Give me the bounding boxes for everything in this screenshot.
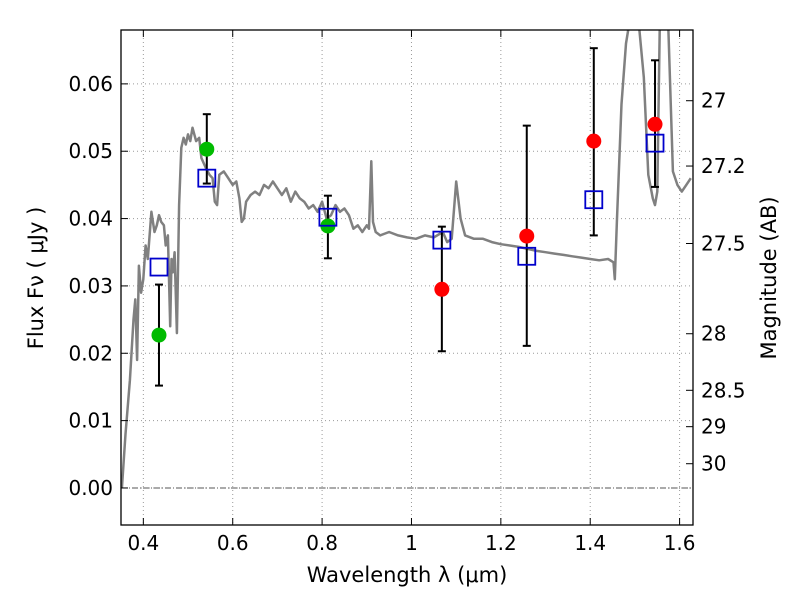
right-tick-label: 27.2 xyxy=(701,154,746,178)
y-tick-label: 0.01 xyxy=(68,409,113,433)
red-data-point xyxy=(586,133,602,149)
red-data-point xyxy=(647,116,663,132)
plot-frame xyxy=(120,29,694,526)
grid-lines xyxy=(121,30,693,525)
right-tick-label: 27 xyxy=(701,89,726,113)
x-tick-label: 1.2 xyxy=(485,531,517,555)
y-tick-label: 0.00 xyxy=(68,476,113,500)
model-photometry-square xyxy=(517,246,537,266)
right-tick-label: 27.5 xyxy=(701,231,746,255)
x-tick-label: 1 xyxy=(405,531,418,555)
model-photometry-square xyxy=(149,257,169,277)
plot-background xyxy=(121,30,693,525)
plot-area xyxy=(121,30,692,489)
y-axis-ticks: 0.00 0.01 0.02 0.03 0.04 0.05 0.06 xyxy=(68,72,128,500)
x-tick-label: 0.8 xyxy=(306,531,338,555)
x-tick-label: 0.6 xyxy=(217,531,249,555)
model-photometry-square xyxy=(197,168,217,188)
red-data-point xyxy=(519,228,535,244)
y-tick-label: 0.05 xyxy=(68,139,113,163)
right-tick-label: 28 xyxy=(701,322,726,346)
right-tick-label: 30 xyxy=(701,452,726,476)
model-photometry-square xyxy=(318,207,338,227)
x-axis-label: Wavelength λ (μm) xyxy=(307,563,508,587)
green-data-point xyxy=(199,141,215,157)
x-axis-ticks: 0.4 0.6 0.8 1 1.2 1.4 1.6 xyxy=(127,30,696,555)
right-axis-label: Magnitude (AB) xyxy=(757,196,781,359)
x-tick-label: 1.4 xyxy=(574,531,606,555)
right-axis-ticks: 27 27.2 27.5 28 28.5 29 30 xyxy=(686,89,746,476)
model-photometry-square xyxy=(432,230,452,250)
y-axis-label: Flux Fν ( μJy ) xyxy=(24,207,48,350)
model-photometry-square xyxy=(645,133,665,153)
y-tick-label: 0.02 xyxy=(68,341,113,365)
right-tick-label: 29 xyxy=(701,415,726,439)
x-tick-label: 1.6 xyxy=(664,531,696,555)
red-data-point xyxy=(434,281,450,297)
y-tick-label: 0.06 xyxy=(68,72,113,96)
right-tick-label: 28.5 xyxy=(701,378,746,402)
x-tick-label: 0.4 xyxy=(127,531,159,555)
data-markers xyxy=(149,116,665,343)
green-data-point xyxy=(151,327,167,343)
y-tick-label: 0.03 xyxy=(68,274,113,298)
y-tick-label: 0.04 xyxy=(68,207,113,231)
model-spectrum-line xyxy=(121,30,692,489)
model-photometry-square xyxy=(584,190,604,210)
